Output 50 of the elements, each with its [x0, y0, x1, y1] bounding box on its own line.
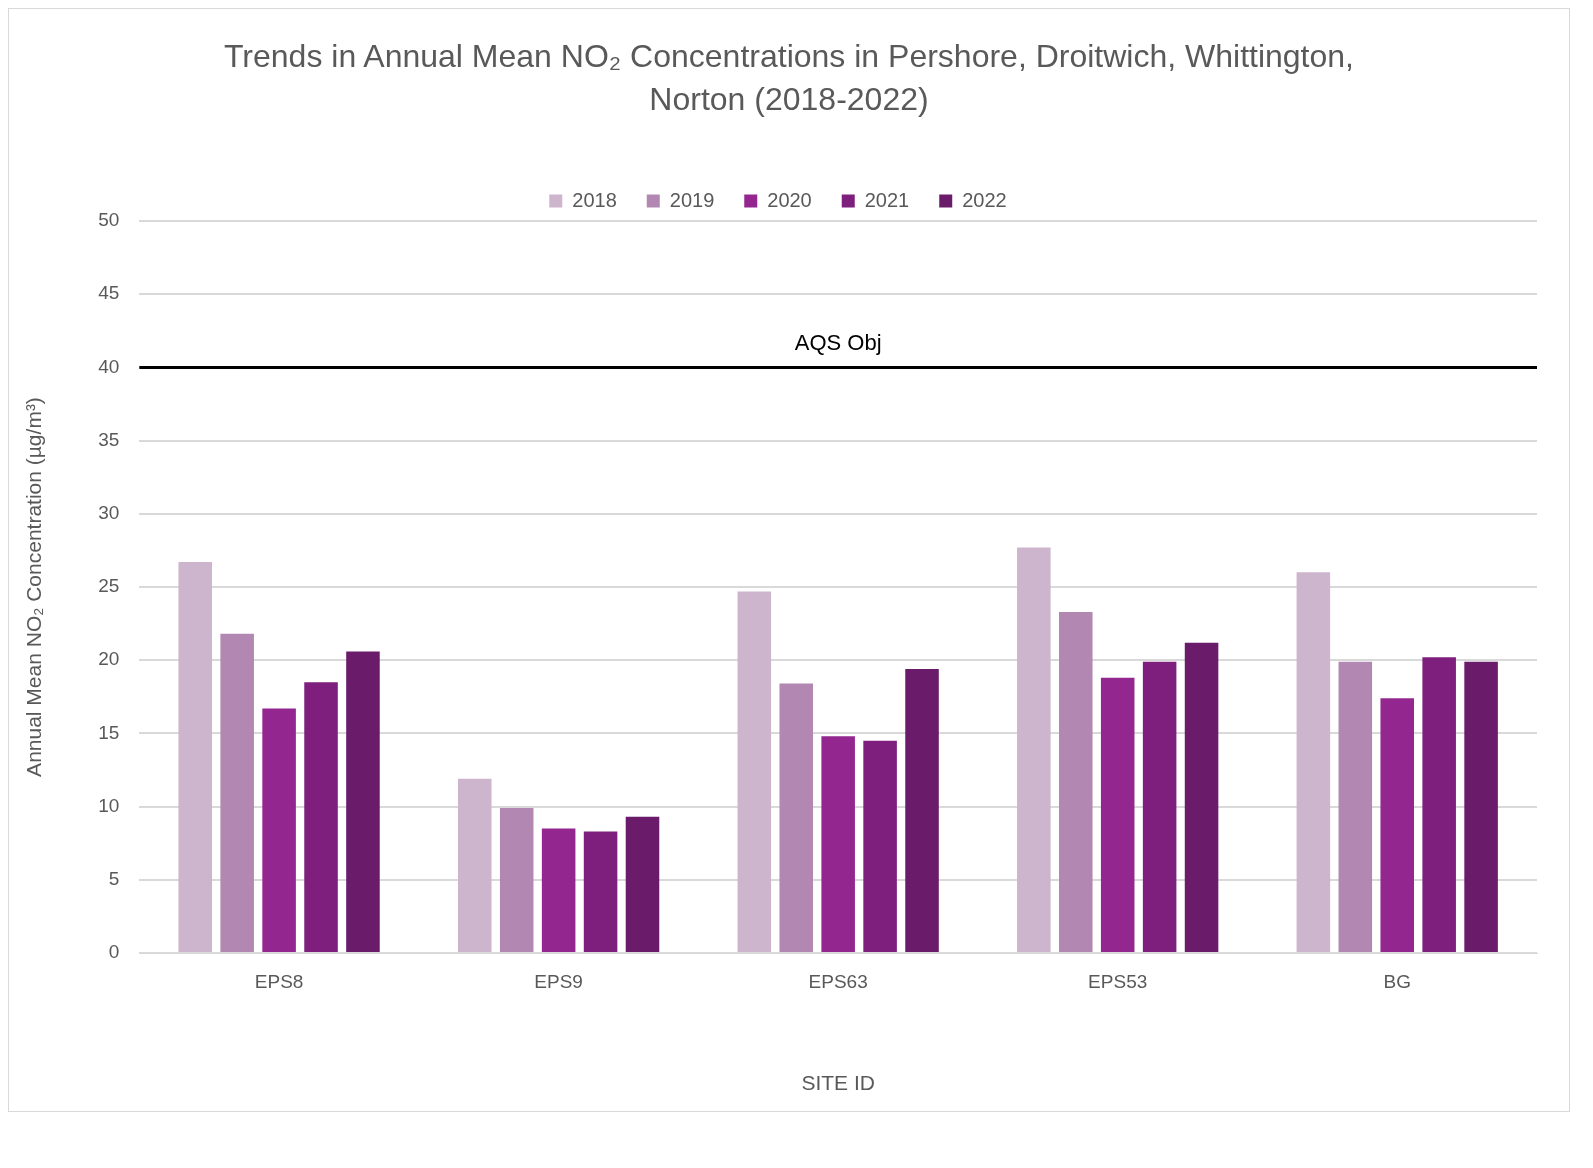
bar	[821, 736, 855, 953]
x-axis-title: SITE ID	[801, 1071, 875, 1095]
y-tick-label: 10	[98, 795, 120, 817]
y-tick-label: 0	[108, 941, 120, 963]
bar	[220, 634, 254, 953]
y-tick-label: 40	[98, 356, 120, 378]
y-tick-label: 45	[98, 282, 120, 304]
y-axis-title: Annual Mean NO₂ Concentration (µg/m³)	[22, 397, 46, 778]
bar	[1338, 662, 1373, 953]
bar	[779, 684, 814, 953]
legend-label: 2018	[572, 188, 617, 211]
x-tick-label: EPS53	[1088, 971, 1148, 993]
bar	[346, 651, 380, 953]
bar	[1464, 662, 1498, 953]
y-tick-label: 20	[98, 648, 120, 670]
chart-title: Trends in Annual Mean NO₂ Concentrations in Pershore, Droitwich, Whittington, Norton (2018-2022)	[223, 37, 1355, 120]
bar	[863, 741, 897, 953]
bar	[583, 831, 618, 953]
x-tick-label: EPS63	[808, 971, 868, 993]
bar	[1059, 612, 1093, 953]
y-tick-label: 35	[98, 429, 120, 451]
bar	[1422, 657, 1456, 953]
legend-label: 2021	[864, 188, 910, 211]
bar	[1380, 698, 1415, 953]
bar	[541, 828, 576, 953]
bar	[458, 779, 492, 953]
bar	[905, 669, 939, 953]
x-tick-label: EPS9	[534, 971, 583, 993]
x-tick-label: BG	[1383, 971, 1411, 993]
bar	[1296, 572, 1331, 953]
y-tick-label: 15	[98, 722, 120, 744]
legend-label: 2022	[962, 188, 1007, 211]
ref-line-label: AQS Obj	[794, 330, 882, 356]
bar	[737, 591, 772, 953]
y-tick-label: 50	[98, 209, 120, 231]
bar	[1184, 643, 1219, 953]
legend-label: 2019	[669, 188, 715, 211]
bar	[178, 562, 213, 953]
legend-label: 2020	[767, 188, 812, 211]
y-tick-label: 5	[108, 868, 120, 890]
bar	[1017, 547, 1051, 953]
bar	[625, 817, 660, 953]
x-tick-label: EPS8	[254, 971, 304, 993]
bar	[499, 808, 534, 953]
y-tick-label: 25	[98, 575, 120, 597]
bar	[1142, 662, 1177, 953]
y-tick-label: 30	[98, 502, 120, 524]
bar	[262, 708, 296, 953]
bar	[1100, 678, 1135, 953]
bar	[304, 682, 338, 953]
